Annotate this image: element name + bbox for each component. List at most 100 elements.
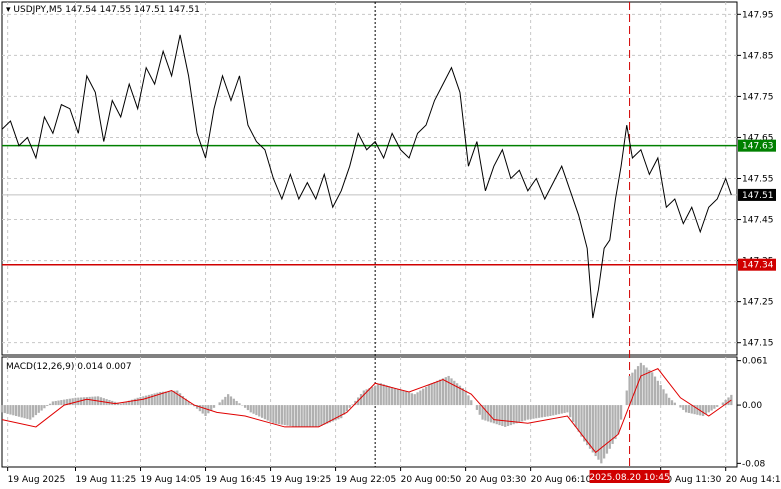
macd-histogram-bar <box>57 400 60 406</box>
macd-histogram-bar <box>65 399 69 406</box>
macd-histogram-bar <box>190 403 193 406</box>
macd-histogram-bar <box>303 405 306 427</box>
macd-histogram-bar <box>704 405 708 415</box>
macd-histogram-bar <box>504 405 507 427</box>
macd-histogram-bar <box>441 378 445 406</box>
macd-histogram-bar <box>532 405 535 419</box>
macd-histogram-bar <box>580 405 583 437</box>
macd-histogram-bar <box>337 405 340 420</box>
time-axis-label: 19 Aug 22:05 <box>336 475 397 485</box>
macd-histogram-bar <box>0 405 4 413</box>
macd-histogram-bar <box>701 405 705 417</box>
macd-histogram-bar <box>645 367 648 406</box>
macd-histogram-bar <box>317 405 320 427</box>
macd-histogram-bar <box>447 375 450 406</box>
macd-histogram-bar <box>690 405 693 414</box>
macd-histogram-bar <box>348 405 351 408</box>
macd-histogram-bar <box>619 405 623 420</box>
macd-histogram-bar <box>286 405 289 426</box>
macd-axis-label: 0.00 <box>742 401 762 411</box>
macd-histogram-bar <box>416 392 419 406</box>
macd-histogram-bar <box>535 405 538 419</box>
macd-histogram-bar <box>227 394 230 406</box>
macd-histogram-bar <box>506 405 510 427</box>
macd-histogram-bar <box>481 405 484 420</box>
macd-histogram-bar <box>178 393 182 406</box>
symbol-header: ▾ USDJPY,M5 147.54 147.55 147.51 147.51 <box>6 5 200 15</box>
price-axis-label: 147.65 <box>742 133 774 143</box>
macd-histogram-bar <box>521 405 524 422</box>
macd-histogram-bar <box>325 405 329 424</box>
macd-histogram-bar <box>277 405 281 425</box>
macd-histogram-bar <box>139 397 142 406</box>
macd-histogram-bar <box>48 403 52 406</box>
macd-histogram-bar <box>26 405 29 419</box>
macd-histogram-bar <box>673 402 676 406</box>
macd-histogram-bar <box>515 405 518 424</box>
macd-histogram-bar <box>224 396 227 406</box>
macd-histogram-bar <box>665 393 668 406</box>
macd-histogram-bar <box>12 405 15 416</box>
macd-histogram-bar <box>625 390 628 406</box>
macd-histogram-bar <box>252 405 255 414</box>
symbol-label: USDJPY,M5 <box>13 5 63 15</box>
macd-histogram-bar <box>345 405 349 412</box>
macd-histogram-bar <box>17 405 21 417</box>
macd-histogram-bar <box>591 405 594 453</box>
macd-histogram-bar <box>583 405 586 442</box>
time-axis-label: 19 Aug 14:05 <box>141 475 202 485</box>
macd-histogram-bar <box>552 405 555 416</box>
time-axis-label: 20 Aug 11:30 <box>661 475 722 485</box>
macd-histogram-bar <box>342 405 346 415</box>
macd-histogram-bar <box>679 405 682 408</box>
macd-histogram-bar <box>554 405 558 415</box>
macd-histogram-bar <box>603 405 606 459</box>
macd-histogram-bar <box>716 405 719 407</box>
macd-histogram-bar <box>238 403 241 406</box>
macd-histogram-bar <box>266 405 269 421</box>
dropdown-triangle-icon[interactable]: ▾ <box>6 5 11 15</box>
macd-histogram-bar <box>368 388 371 406</box>
time-axis-label: 19 Aug 2025 <box>8 475 66 485</box>
macd-histogram-bar <box>489 405 493 423</box>
macd-histogram-bar <box>294 405 298 427</box>
macd-histogram-bar <box>243 405 247 408</box>
macd-histogram-bar <box>684 405 688 413</box>
macd-histogram-bar <box>198 405 202 412</box>
macd-histogram-bar <box>713 405 716 409</box>
macd-histogram-bar <box>280 405 283 425</box>
macd-histogram-bar <box>133 398 136 406</box>
macd-histogram-bar <box>560 405 563 414</box>
macd-histogram-bar <box>71 398 74 406</box>
macd-axis-label: 0.061 <box>742 357 768 367</box>
macd-histogram-bar <box>639 362 643 406</box>
macd-histogram-bar <box>320 405 323 426</box>
macd-histogram-bar <box>470 400 473 406</box>
macd-histogram-bar <box>597 405 600 460</box>
macd-histogram-bar <box>543 405 546 417</box>
macd-histogram-bar <box>682 405 685 410</box>
macd-histogram-bar <box>43 405 46 409</box>
macd-histogram-bar <box>390 387 394 406</box>
macd-histogram-bar <box>399 389 402 406</box>
macd-histogram-bar <box>586 405 589 446</box>
macd-histogram-bar <box>9 405 12 415</box>
macd-histogram-bar <box>371 386 374 406</box>
macd-histogram-bar <box>116 402 120 406</box>
ohlc-values: 147.54 147.55 147.51 147.51 <box>65 5 200 15</box>
macd-histogram-bar <box>311 405 315 427</box>
macd-histogram-bar <box>512 405 515 425</box>
macd-histogram-bar <box>37 405 40 413</box>
macd-histogram-bar <box>634 369 637 406</box>
macd-histogram-bar <box>588 405 592 449</box>
macd-histogram-bar <box>594 405 597 457</box>
macd-signal-line <box>1 368 732 454</box>
price-axis-label: 147.15 <box>742 339 774 349</box>
macd-histogram-bar <box>15 405 18 417</box>
macd-histogram-bar <box>145 395 148 406</box>
macd-histogram-bar <box>184 398 187 406</box>
macd-histogram-bar <box>617 405 620 435</box>
macd-histogram-bar <box>668 397 671 406</box>
macd-histogram-bar <box>557 405 561 415</box>
